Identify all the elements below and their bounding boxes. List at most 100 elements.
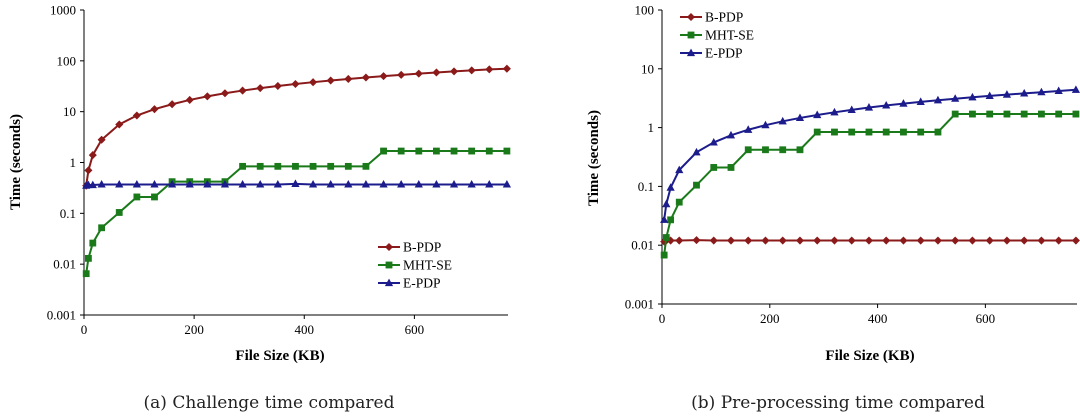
data-point [151, 193, 158, 201]
data-point [326, 180, 335, 188]
data-point [326, 76, 335, 85]
legend-label: B-PDP [705, 10, 743, 25]
x-tick-label: 200 [760, 311, 780, 326]
chart-panel-b: 0.001 0.01 0.1 1 10 100 0 200 400 600 B-PDP MHT-SE E… [586, 3, 1080, 413]
data-point [309, 78, 318, 87]
data-point [830, 236, 839, 245]
data-point [88, 180, 97, 189]
data-point [1071, 236, 1080, 245]
data-point [1038, 110, 1045, 118]
y-tick-label: 0.1 [60, 206, 76, 221]
legend-marker [384, 278, 394, 287]
data-point [292, 162, 299, 170]
data-point [468, 147, 476, 155]
data-point [238, 180, 247, 188]
data-point [89, 239, 97, 247]
data-point [795, 236, 804, 245]
series-mht-se [660, 110, 1080, 259]
data-point [1054, 236, 1063, 245]
legend-marker [686, 12, 696, 22]
x-tick-label: 600 [976, 311, 996, 326]
data-point [830, 107, 839, 116]
plot-area: 0.001 0.01 0.1 1 10 100 1000 0 200 400 600 B-PDP MHT… [47, 3, 512, 337]
data-point [1037, 87, 1046, 96]
y-axis-title: Time (seconds) [586, 110, 602, 206]
y-tick-label: 10 [641, 61, 654, 76]
series-b-pdp [660, 236, 1080, 246]
data-point [467, 66, 476, 75]
data-point [1020, 88, 1029, 97]
data-point [239, 162, 246, 170]
data-point [899, 99, 908, 107]
legend-item-b-pdp: B-PDP [680, 10, 743, 25]
data-point [502, 180, 512, 188]
data-point [220, 89, 229, 98]
data-point [865, 128, 873, 136]
data-point [97, 180, 106, 188]
data-point [97, 135, 106, 144]
data-point [485, 180, 494, 188]
x-tick-label: 0 [659, 311, 666, 326]
y-tick-label: 0.001 [47, 308, 76, 323]
data-point [485, 147, 493, 155]
data-point [361, 73, 370, 82]
data-point [675, 198, 683, 206]
data-point [1020, 110, 1028, 118]
data-point [969, 110, 976, 118]
data-point [882, 128, 890, 136]
data-point [273, 81, 282, 91]
data-point [726, 130, 736, 139]
data-point [795, 113, 805, 122]
data-point [744, 236, 753, 245]
data-point [449, 180, 459, 188]
data-point [778, 236, 787, 245]
series-e-pdp [660, 85, 1080, 223]
data-point [150, 105, 159, 114]
data-point [847, 236, 856, 245]
data-point [88, 151, 97, 160]
data-point [379, 180, 388, 188]
data-point [1002, 236, 1011, 245]
data-point [238, 86, 247, 95]
data-point [1003, 110, 1011, 118]
data-point [115, 120, 124, 129]
legend-item-e-pdp: E-PDP [378, 276, 441, 291]
data-point [167, 180, 177, 188]
data-point [951, 94, 960, 102]
data-point [900, 128, 907, 136]
data-point [291, 179, 300, 187]
data-point [361, 180, 371, 188]
data-point [692, 236, 701, 245]
data-point [433, 147, 440, 155]
data-point [185, 95, 194, 104]
data-point [933, 95, 943, 104]
data-point [397, 147, 405, 155]
legend-marker [384, 242, 394, 252]
data-point [115, 180, 124, 188]
data-point [848, 128, 856, 136]
x-axis-title: File Size (KB) [825, 348, 914, 364]
data-point [882, 236, 891, 245]
data-point [274, 162, 282, 170]
data-point [796, 146, 804, 154]
x-tick-label: 400 [868, 311, 888, 326]
figure-caption: (a) Challenge time compared [144, 393, 395, 413]
chart-panel-a: 0.001 0.01 0.1 1 10 100 1000 0 200 400 600 B-PDP MHT… [8, 3, 512, 413]
data-point [779, 146, 787, 154]
y-tick-label: 0.001 [625, 297, 654, 312]
data-point [831, 128, 838, 136]
data-point [968, 236, 977, 245]
data-point [847, 105, 856, 113]
data-point [362, 162, 370, 170]
legend-item-mht-se: MHT-SE [378, 258, 452, 273]
data-point [762, 146, 769, 154]
figure-caption: (b) Pre-processing time compared [691, 393, 985, 413]
data-point [899, 236, 908, 245]
data-point [308, 180, 318, 188]
data-point [467, 180, 476, 188]
y-tick-label: 100 [57, 53, 77, 68]
data-point [502, 64, 511, 73]
legend: B-PDP MHT-SE E-PDP [378, 240, 452, 291]
data-point [667, 216, 675, 224]
data-point [1002, 90, 1012, 98]
